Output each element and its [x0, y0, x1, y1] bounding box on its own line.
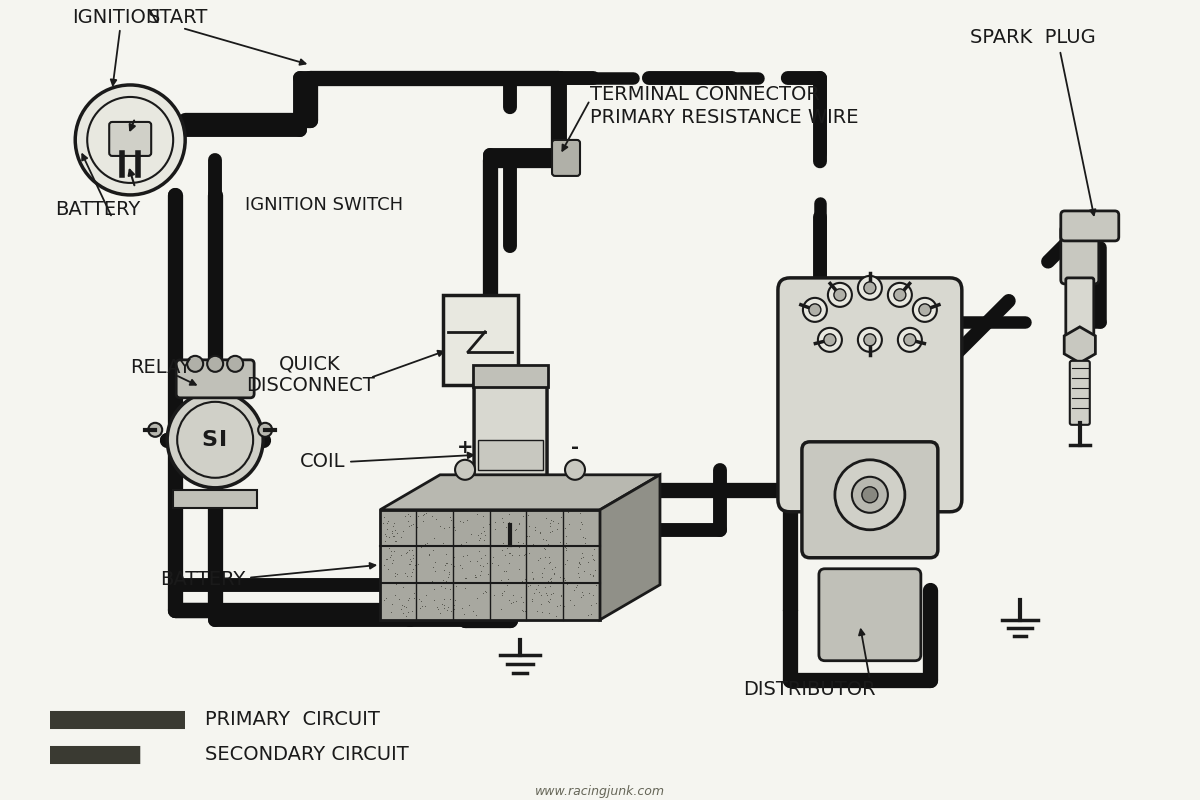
- Circle shape: [858, 276, 882, 300]
- FancyBboxPatch shape: [1066, 278, 1093, 337]
- Circle shape: [835, 460, 905, 530]
- Circle shape: [888, 283, 912, 307]
- Polygon shape: [380, 474, 660, 510]
- Text: IGNITION SWITCH: IGNITION SWITCH: [245, 196, 403, 214]
- Circle shape: [565, 460, 586, 480]
- Bar: [443, 295, 518, 385]
- FancyBboxPatch shape: [176, 360, 254, 398]
- Circle shape: [809, 304, 821, 316]
- Circle shape: [227, 356, 244, 372]
- Text: COIL: COIL: [300, 452, 346, 471]
- Circle shape: [834, 289, 846, 301]
- Text: SPARK  PLUG: SPARK PLUG: [970, 29, 1096, 47]
- Circle shape: [148, 423, 162, 437]
- Circle shape: [858, 328, 882, 352]
- Circle shape: [76, 85, 185, 195]
- Circle shape: [894, 289, 906, 301]
- Circle shape: [208, 356, 223, 372]
- Text: START: START: [148, 9, 209, 27]
- FancyBboxPatch shape: [1070, 361, 1090, 425]
- Circle shape: [167, 392, 263, 488]
- Text: PRIMARY  CIRCUIT: PRIMARY CIRCUIT: [205, 710, 380, 729]
- Circle shape: [898, 328, 922, 352]
- FancyBboxPatch shape: [778, 278, 962, 512]
- FancyBboxPatch shape: [818, 569, 920, 661]
- Circle shape: [864, 334, 876, 346]
- Circle shape: [864, 282, 876, 294]
- Circle shape: [919, 304, 931, 316]
- Text: QUICK
DISCONNECT: QUICK DISCONNECT: [246, 354, 374, 395]
- FancyBboxPatch shape: [109, 122, 151, 156]
- Text: BATTERY: BATTERY: [55, 201, 140, 219]
- FancyBboxPatch shape: [474, 381, 547, 529]
- Circle shape: [455, 460, 475, 480]
- Circle shape: [818, 328, 842, 352]
- Circle shape: [258, 423, 272, 437]
- Text: SECONDARY CIRCUIT: SECONDARY CIRCUIT: [205, 745, 409, 764]
- Text: S: S: [202, 430, 217, 450]
- Bar: [173, 490, 257, 508]
- Text: TERMINAL CONNECTOR: TERMINAL CONNECTOR: [590, 86, 820, 105]
- Circle shape: [824, 334, 836, 346]
- FancyBboxPatch shape: [1061, 211, 1118, 241]
- FancyBboxPatch shape: [1061, 226, 1099, 284]
- Text: DISTRIBUTOR: DISTRIBUTOR: [744, 680, 876, 699]
- Bar: [478, 440, 544, 470]
- Circle shape: [187, 356, 203, 372]
- FancyBboxPatch shape: [802, 442, 938, 558]
- Circle shape: [828, 283, 852, 307]
- Circle shape: [904, 334, 916, 346]
- Text: RELAY: RELAY: [130, 358, 191, 378]
- Polygon shape: [600, 474, 660, 620]
- Text: I: I: [220, 430, 227, 450]
- Circle shape: [852, 477, 888, 513]
- Polygon shape: [380, 510, 600, 620]
- Text: -: -: [571, 438, 580, 458]
- Circle shape: [803, 298, 827, 322]
- Polygon shape: [1064, 327, 1096, 363]
- Circle shape: [862, 486, 878, 502]
- Text: +: +: [457, 438, 473, 458]
- Text: IGNITION: IGNITION: [72, 9, 161, 27]
- Text: BATTERY: BATTERY: [160, 570, 245, 590]
- Text: www.racingjunk.com: www.racingjunk.com: [535, 785, 665, 798]
- Text: PRIMARY RESISTANCE WIRE: PRIMARY RESISTANCE WIRE: [590, 109, 858, 127]
- Bar: [473, 365, 548, 387]
- FancyBboxPatch shape: [552, 140, 580, 176]
- Circle shape: [913, 298, 937, 322]
